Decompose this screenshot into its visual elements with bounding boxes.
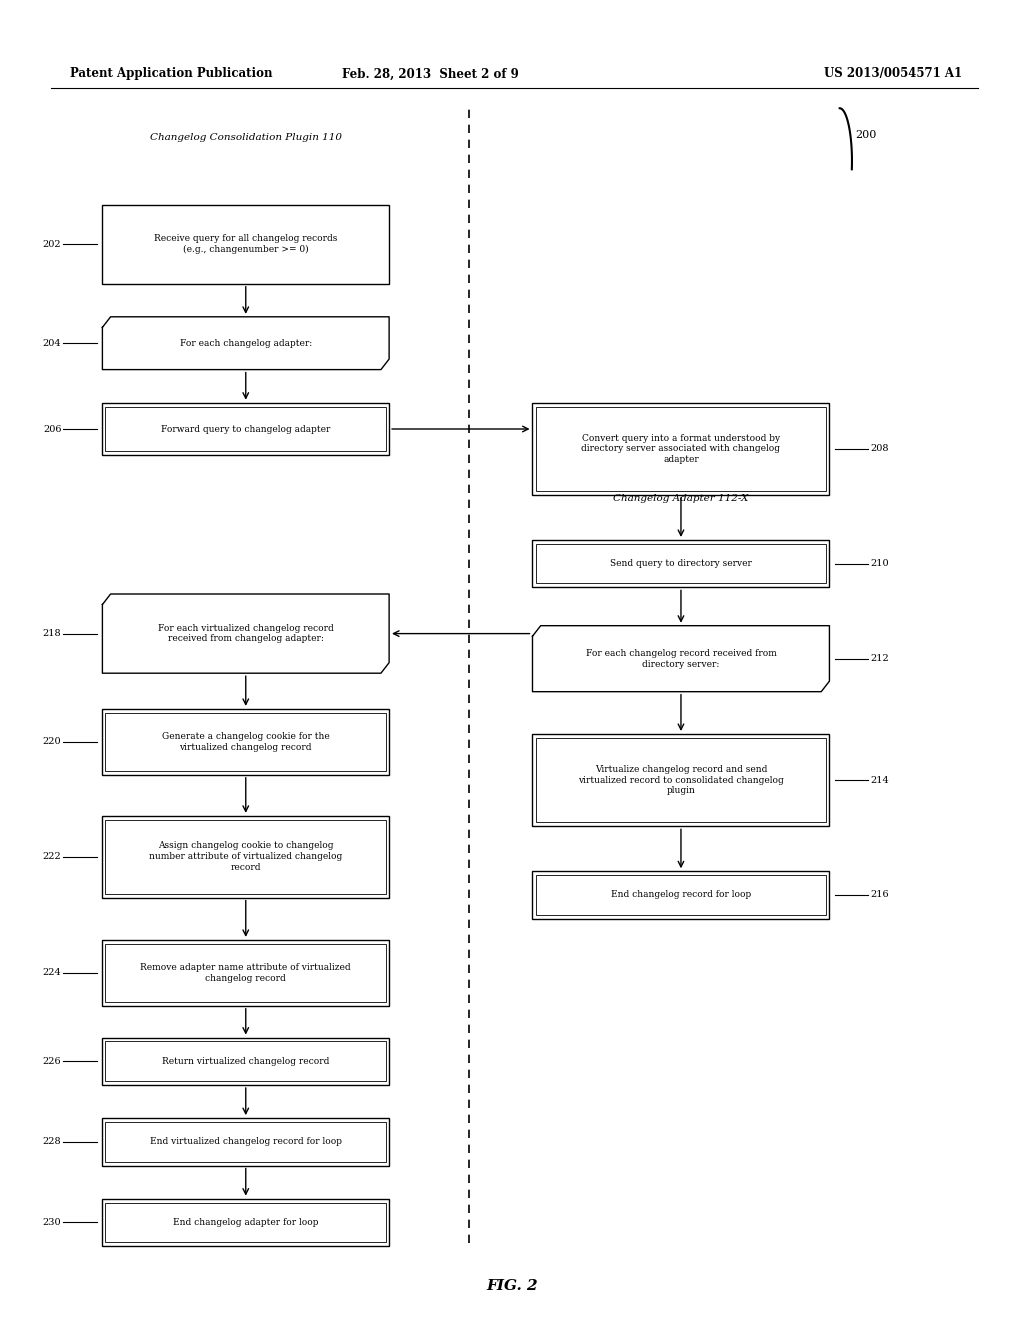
Text: 224: 224 [43, 969, 61, 977]
Text: Convert query into a format understood by
directory server associated with chang: Convert query into a format understood b… [582, 433, 780, 465]
Text: US 2013/0054571 A1: US 2013/0054571 A1 [824, 67, 963, 81]
Text: Return virtualized changelog record: Return virtualized changelog record [162, 1057, 330, 1065]
Bar [536, 738, 826, 822]
Bar [532, 734, 829, 826]
Text: 230: 230 [43, 1218, 61, 1226]
Text: Patent Application Publication: Patent Application Publication [70, 67, 272, 81]
Text: Generate a changelog cookie for the
virtualized changelog record: Generate a changelog cookie for the virt… [162, 733, 330, 751]
Text: 222: 222 [43, 853, 61, 861]
Text: End changelog adapter for loop: End changelog adapter for loop [173, 1218, 318, 1226]
Text: End virtualized changelog record for loop: End virtualized changelog record for loo… [150, 1138, 342, 1146]
Text: 204: 204 [43, 339, 61, 347]
Text: 218: 218 [43, 630, 61, 638]
Bar [102, 709, 389, 775]
Bar [105, 1041, 386, 1081]
Bar [536, 875, 826, 915]
Text: 202: 202 [43, 240, 61, 248]
Bar [532, 403, 829, 495]
Text: 226: 226 [43, 1057, 61, 1065]
Bar [105, 407, 386, 451]
Text: Changelog Adapter 112-X: Changelog Adapter 112-X [613, 495, 749, 503]
Polygon shape [102, 594, 389, 673]
Text: 200: 200 [855, 129, 877, 140]
Text: End changelog record for loop: End changelog record for loop [611, 891, 751, 899]
Text: For each virtualized changelog record
received from changelog adapter:: For each virtualized changelog record re… [158, 624, 334, 643]
Bar [102, 1038, 389, 1085]
Text: 220: 220 [43, 738, 61, 746]
Text: Changelog Consolidation Plugin 110: Changelog Consolidation Plugin 110 [150, 133, 342, 141]
Bar [102, 1199, 389, 1246]
Text: Receive query for all changelog records
(e.g., changenumber >= 0): Receive query for all changelog records … [154, 234, 338, 255]
Bar [532, 871, 829, 919]
Bar [102, 940, 389, 1006]
Text: 212: 212 [870, 655, 889, 663]
Bar [105, 1122, 386, 1162]
Polygon shape [102, 317, 389, 370]
Text: 208: 208 [870, 445, 889, 453]
Bar [105, 713, 386, 771]
Bar [105, 944, 386, 1002]
Bar [105, 1203, 386, 1242]
Bar [102, 1118, 389, 1166]
Bar [105, 820, 386, 894]
Text: For each changelog adapter:: For each changelog adapter: [179, 339, 312, 347]
Text: 216: 216 [870, 891, 889, 899]
Text: FIG. 2: FIG. 2 [486, 1279, 538, 1292]
Text: Forward query to changelog adapter: Forward query to changelog adapter [161, 425, 331, 433]
Text: Feb. 28, 2013  Sheet 2 of 9: Feb. 28, 2013 Sheet 2 of 9 [342, 67, 518, 81]
Text: Assign changelog cookie to changelog
number attribute of virtualized changelog
r: Assign changelog cookie to changelog num… [150, 841, 342, 873]
Bar [536, 407, 826, 491]
Text: Virtualize changelog record and send
virtualized record to consolidated changelo: Virtualize changelog record and send vir… [579, 764, 783, 796]
Text: 210: 210 [870, 560, 889, 568]
Text: Send query to directory server: Send query to directory server [610, 560, 752, 568]
Text: 228: 228 [43, 1138, 61, 1146]
Text: For each changelog record received from
directory server:: For each changelog record received from … [586, 649, 776, 668]
Polygon shape [532, 626, 829, 692]
Bar [536, 544, 826, 583]
Text: 206: 206 [43, 425, 61, 433]
Bar [102, 403, 389, 455]
Text: 214: 214 [870, 776, 889, 784]
Bar [102, 816, 389, 898]
Text: Remove adapter name attribute of virtualized
changelog record: Remove adapter name attribute of virtual… [140, 964, 351, 982]
Bar [532, 540, 829, 587]
Bar [102, 205, 389, 284]
